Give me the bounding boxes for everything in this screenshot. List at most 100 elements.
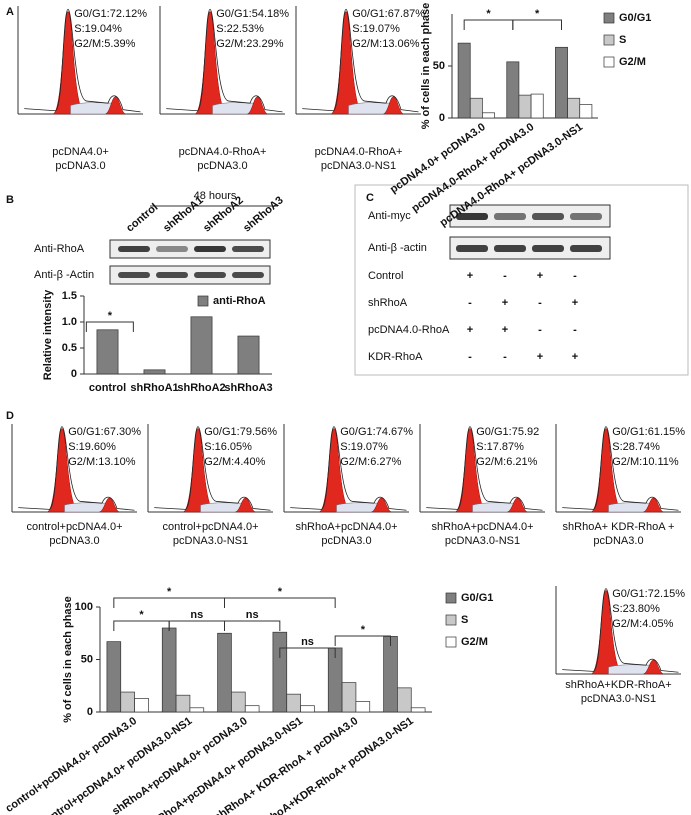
significance-mark: ns: [301, 636, 314, 648]
blot-band: [194, 246, 226, 252]
envelope: [154, 426, 271, 511]
y-tick-label: 0: [87, 706, 93, 718]
bar: [567, 97, 581, 119]
envelope: [290, 426, 407, 511]
g2-peak: [643, 659, 664, 675]
sample-caption: pcDNA3.0-NS1: [321, 160, 396, 172]
blot-band: [570, 245, 602, 252]
legend-label: G2/M: [461, 636, 488, 648]
condition-sign: +: [572, 351, 578, 363]
bar: [143, 369, 166, 375]
x-tick-label: shRhoA2: [177, 382, 225, 394]
panel-label: C: [366, 192, 374, 204]
condition-label: KDR-RhoA: [368, 351, 423, 363]
y-axis-label: Relative intensity: [42, 289, 54, 380]
bar: [579, 104, 593, 119]
panel-c-frame: [354, 184, 689, 376]
blot-row-label: Anti-β -Actin: [34, 269, 94, 281]
condition-sign: -: [538, 297, 542, 309]
bar: [397, 687, 412, 713]
condition-sign: -: [573, 270, 577, 282]
significance-mark: *: [167, 586, 172, 598]
bar: [120, 691, 135, 713]
significance-bracket: [512, 19, 562, 30]
envelope: [302, 8, 419, 113]
legend-swatch: [445, 636, 457, 648]
phase-stat: S:23.80%: [612, 603, 660, 615]
significance-bracket: [224, 597, 336, 608]
bar: [189, 707, 205, 713]
bar: [175, 694, 191, 713]
sample-caption: pcDNA3.0: [49, 535, 99, 547]
legend-label: anti-RhoA: [213, 295, 266, 307]
envelope: [426, 426, 543, 511]
phase-stat: G0/G1:72.12%: [74, 8, 147, 20]
condition-sign: +: [467, 270, 473, 282]
sample-caption: pcDNA3.0: [321, 535, 371, 547]
legend-label: G0/G1: [619, 12, 651, 24]
bar: [96, 329, 119, 375]
phase-stat: G0/G1:75.92: [476, 426, 539, 438]
legend-label: S: [619, 34, 626, 46]
significance-mark: ns: [246, 609, 259, 621]
phase-stat: S:22.53%: [216, 23, 264, 35]
blot-frame: [109, 265, 271, 285]
condition-label: pcDNA4.0-RhoA: [368, 324, 450, 336]
condition-sign: +: [537, 351, 543, 363]
g2-peak: [383, 96, 404, 115]
blot-band: [456, 245, 488, 252]
phase-stat: G0/G1:67.87%: [352, 8, 425, 20]
blot-band: [232, 246, 264, 252]
phase-stat: S:17.87%: [476, 441, 524, 453]
legend-swatch: [603, 34, 615, 46]
condition-sign: +: [467, 324, 473, 336]
envelope: [166, 8, 283, 113]
g2-peak: [247, 96, 268, 115]
sample-caption: pcDNA3.0-NS1: [445, 535, 520, 547]
sample-caption: pcDNA4.0-RhoA+: [179, 146, 267, 158]
legend-label: G0/G1: [461, 592, 493, 604]
legend-label: S: [461, 614, 468, 626]
lane-label: control: [124, 201, 160, 234]
condition-sign: -: [468, 297, 472, 309]
bar: [286, 693, 301, 713]
x-tick-label: shRhoA3: [224, 382, 272, 394]
sample-caption: pcDNA3.0-NS1: [581, 693, 656, 705]
blot-band: [118, 272, 150, 278]
bar: [355, 701, 371, 713]
sample-caption: pcDNA4.0+: [52, 146, 109, 158]
phase-stat: S:19.07%: [340, 441, 388, 453]
lane-label: shRhoA3: [241, 194, 286, 234]
bar: [134, 697, 149, 713]
phase-stat: G2/M:6.21%: [476, 456, 537, 468]
phase-stat: G0/G1:79.56%: [204, 426, 277, 438]
legend-swatch: [603, 56, 615, 68]
x-tick-label: control: [89, 382, 126, 394]
g2-peak: [235, 497, 256, 513]
significance-mark: *: [361, 624, 366, 636]
condition-sign: -: [573, 324, 577, 336]
envelope: [24, 8, 141, 113]
bar: [272, 631, 288, 713]
blot-band: [156, 272, 188, 278]
blot-band: [118, 246, 150, 252]
significance-bracket: [85, 321, 134, 332]
blot-band: [156, 246, 188, 252]
bar: [469, 97, 483, 119]
condition-sign: +: [572, 297, 578, 309]
y-axis-label: % of cells in each phase: [62, 596, 74, 723]
phase-stat: S:19.07%: [352, 23, 400, 35]
y-tick-label: 0: [439, 112, 445, 124]
phase-stat: G2/M:6.27%: [340, 456, 401, 468]
significance-bracket: [463, 19, 514, 30]
significance-bracket: [279, 647, 336, 658]
phase-stat: S:16.05%: [204, 441, 252, 453]
significance-bracket: [224, 620, 281, 631]
bar: [555, 46, 568, 119]
sample-caption: shRhoA+KDR-RhoA+: [565, 679, 671, 691]
legend-swatch: [197, 295, 209, 307]
bar: [518, 94, 532, 119]
y-tick-label: 100: [75, 601, 93, 613]
bar: [300, 705, 315, 713]
